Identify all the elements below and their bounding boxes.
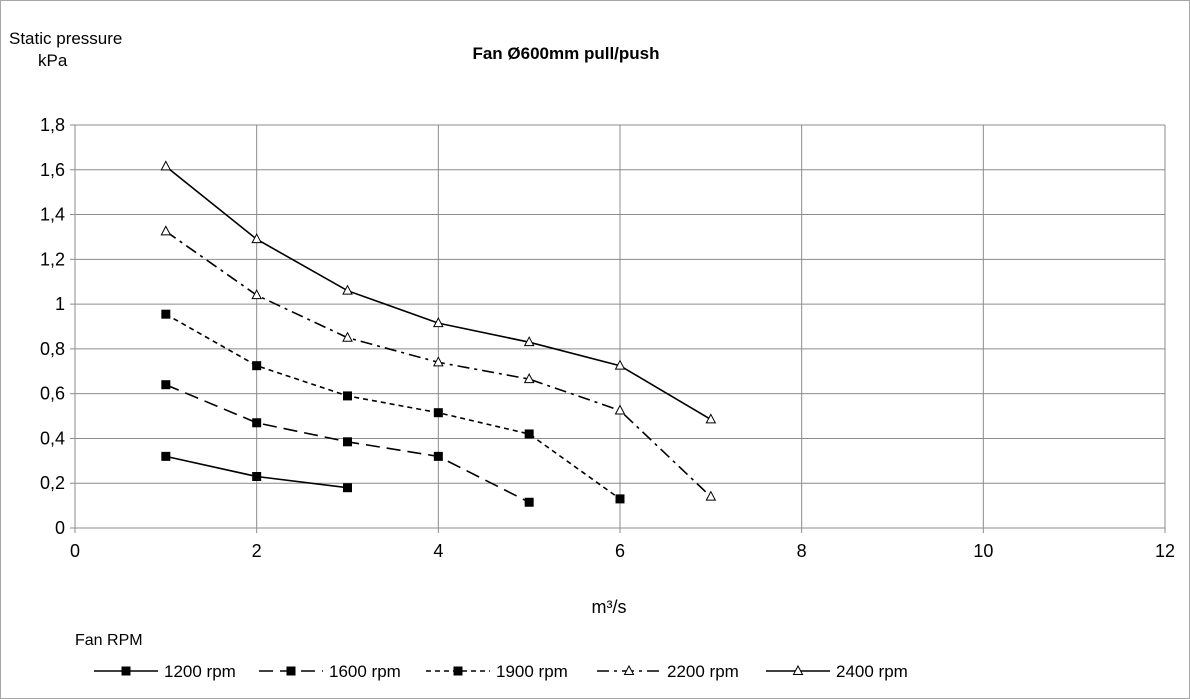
data-point-2400-rpm xyxy=(614,359,626,370)
data-point-1900-rpm xyxy=(615,494,625,504)
data-point-1900-rpm xyxy=(433,408,443,418)
tick-layer: 0 0,2 0,4 0,6 0,8 1 1,2 1,4 1,6 1,8 0 2 4 6 8 10 12 xyxy=(40,115,1175,561)
legend-label-2200-rpm: 2200 rpm xyxy=(667,662,739,681)
x-tick-label: 0 xyxy=(70,541,80,561)
data-point-2400-rpm xyxy=(705,413,717,424)
chart-title: Fan Ø600mm pull/push xyxy=(472,44,659,63)
legend-label-1600-rpm: 1600 rpm xyxy=(329,662,401,681)
y-axis-label-line1: Static pressure xyxy=(9,29,122,48)
data-point-2400-rpm xyxy=(523,336,535,347)
data-point-2200-rpm xyxy=(251,289,262,300)
data-point-2200-rpm xyxy=(523,373,535,384)
series-line-1900-rpm xyxy=(165,313,621,500)
y-tick-label: 0,4 xyxy=(40,428,65,448)
y-tick-label: 1,8 xyxy=(40,115,65,135)
y-tick-label: 0 xyxy=(55,518,65,538)
data-point-1600-rpm xyxy=(433,451,443,461)
x-tick-label: 8 xyxy=(797,541,807,561)
legend-marker-2200-rpm xyxy=(623,664,635,675)
data-point-2400-rpm xyxy=(251,233,262,244)
y-tick-label: 0,8 xyxy=(40,339,65,359)
data-point-1900-rpm xyxy=(161,309,171,319)
data-point-1900-rpm xyxy=(524,429,534,439)
data-point-2400-rpm xyxy=(160,160,172,171)
data-point-1600-rpm xyxy=(252,418,262,428)
x-axis-label: m³/s xyxy=(592,597,627,617)
y-tick-label: 0,2 xyxy=(40,473,65,493)
legend-marker-1600-rpm xyxy=(286,666,296,676)
y-axis-label-line2: kPa xyxy=(38,51,68,70)
data-point-1600-rpm xyxy=(161,380,171,390)
legend: 1200 rpm 1600 rpm 1900 rpm 2200 rpm 2400 rpm xyxy=(94,662,908,681)
x-tick-label: 10 xyxy=(973,541,993,561)
data-point-1900-rpm xyxy=(252,361,262,371)
legend-marker-1200-rpm xyxy=(121,666,131,676)
legend-marker-2400-rpm xyxy=(792,664,804,675)
data-point-2400-rpm xyxy=(342,284,353,295)
data-point-2200-rpm xyxy=(342,331,353,342)
y-tick-label: 1,2 xyxy=(40,249,65,269)
y-tick-label: 1 xyxy=(55,294,65,314)
data-point-1200-rpm xyxy=(252,472,262,482)
legend-label-1200-rpm: 1200 rpm xyxy=(164,662,236,681)
x-tick-label: 4 xyxy=(433,541,443,561)
legend-marker-1900-rpm xyxy=(453,666,463,676)
legend-title: Fan RPM xyxy=(75,632,143,649)
marker-layer xyxy=(160,160,717,507)
x-tick-label: 6 xyxy=(615,541,625,561)
x-tick-label: 2 xyxy=(252,541,262,561)
x-tick-label: 12 xyxy=(1155,541,1175,561)
data-point-1200-rpm xyxy=(161,451,171,461)
data-point-2200-rpm xyxy=(614,404,626,415)
data-point-1600-rpm xyxy=(524,497,534,507)
grid-layer xyxy=(75,124,1166,528)
data-point-2400-rpm xyxy=(433,317,444,328)
data-point-1600-rpm xyxy=(343,437,352,447)
legend-label-2400-rpm: 2400 rpm xyxy=(836,662,908,681)
y-tick-label: 0,6 xyxy=(40,384,65,404)
data-point-2200-rpm xyxy=(433,356,444,367)
legend-label-1900-rpm: 1900 rpm xyxy=(496,662,568,681)
data-point-2200-rpm xyxy=(705,490,717,501)
data-point-1200-rpm xyxy=(343,483,352,493)
axis-layer xyxy=(70,124,1166,533)
y-tick-label: 1,6 xyxy=(40,160,65,180)
data-point-1900-rpm xyxy=(343,391,352,401)
y-tick-label: 1,4 xyxy=(40,205,65,225)
data-point-2200-rpm xyxy=(160,225,172,236)
